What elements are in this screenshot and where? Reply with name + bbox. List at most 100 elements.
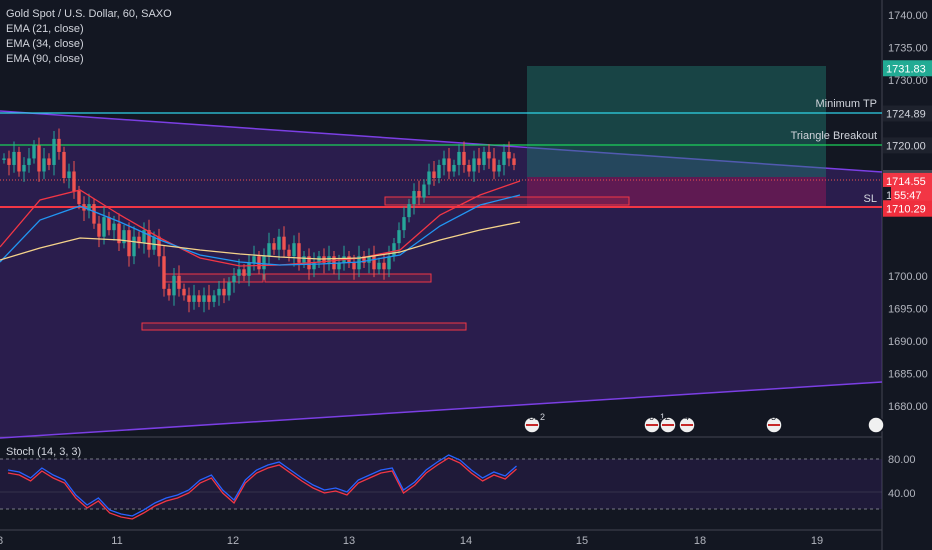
ema34-legend[interactable]: EMA (34, close) (6, 38, 84, 50)
candle-body[interactable] (57, 138, 61, 152)
candle-body[interactable] (232, 275, 236, 283)
candle-body[interactable] (217, 288, 221, 296)
candle-body[interactable] (167, 288, 171, 296)
candle-body[interactable] (102, 217, 106, 237)
candle-body[interactable] (302, 256, 306, 263)
candle-body[interactable] (497, 164, 501, 172)
candle-body[interactable] (352, 262, 356, 270)
ema21-legend[interactable]: EMA (21, close) (6, 23, 84, 35)
candle-body[interactable] (197, 295, 201, 302)
candle-body[interactable] (487, 151, 491, 159)
candle-body[interactable] (47, 158, 51, 165)
candle-body[interactable] (417, 191, 421, 198)
candle-body[interactable] (7, 158, 11, 165)
candle-body[interactable] (397, 230, 401, 244)
candle-body[interactable] (387, 256, 391, 270)
zone-box-3[interactable] (141, 322, 467, 331)
candle-body[interactable] (287, 249, 291, 257)
candle-body[interactable] (117, 223, 121, 244)
candle-body[interactable] (67, 171, 71, 178)
profit-zone[interactable] (527, 66, 826, 177)
candle-body[interactable] (207, 295, 211, 302)
candle-body[interactable] (2, 158, 6, 160)
candle-body[interactable] (422, 184, 426, 198)
zone-box-1[interactable] (264, 273, 432, 283)
candle-body[interactable] (112, 223, 116, 231)
candle-body[interactable] (92, 204, 96, 224)
candle-body[interactable] (17, 151, 21, 172)
ema34-line[interactable] (0, 194, 521, 266)
candle-body[interactable] (482, 151, 486, 165)
stoch-legend[interactable]: Stoch (14, 3, 3) (6, 446, 82, 458)
candle-body[interactable] (242, 269, 246, 276)
symbol-legend[interactable]: Gold Spot / U.S. Dollar, 60, SAXO (6, 8, 172, 20)
ema21-line[interactable] (0, 180, 521, 267)
candle-body[interactable] (357, 256, 361, 270)
triangle-upper-line[interactable] (0, 110, 883, 173)
candle-body[interactable] (367, 256, 371, 263)
candle-body[interactable] (512, 158, 516, 165)
candle-body[interactable] (107, 217, 111, 231)
candle-body[interactable] (477, 158, 481, 165)
candle-body[interactable] (37, 145, 41, 172)
candle-body[interactable] (212, 295, 216, 302)
candle-body[interactable] (222, 288, 226, 296)
candle-body[interactable] (427, 171, 431, 185)
candle-body[interactable] (147, 230, 151, 250)
candle-body[interactable] (337, 262, 341, 270)
candle-body[interactable] (192, 295, 196, 302)
candle-body[interactable] (437, 164, 441, 178)
candle-body[interactable] (362, 256, 366, 263)
candle-body[interactable] (502, 151, 506, 165)
candle-body[interactable] (507, 151, 511, 159)
candle-body[interactable] (132, 236, 136, 257)
triangle-lower-line[interactable] (0, 381, 883, 439)
candle-body[interactable] (237, 269, 241, 276)
candle-body[interactable] (462, 151, 466, 165)
candle-body[interactable] (272, 243, 276, 250)
candle-body[interactable] (187, 295, 191, 302)
candle-body[interactable] (492, 158, 496, 172)
candle-body[interactable] (87, 204, 91, 211)
candle-body[interactable] (372, 256, 376, 270)
candle-body[interactable] (447, 158, 451, 172)
candle-body[interactable] (292, 243, 296, 257)
candle-body[interactable] (377, 262, 381, 270)
candle-body[interactable] (182, 288, 186, 296)
candle-body[interactable] (327, 256, 331, 263)
candle-body[interactable] (392, 243, 396, 257)
ema90-legend[interactable]: EMA (90, close) (6, 53, 84, 65)
candle-body[interactable] (452, 164, 456, 172)
candle-body[interactable] (412, 191, 416, 205)
candle-body[interactable] (262, 256, 266, 270)
candle-body[interactable] (227, 282, 231, 296)
candle-body[interactable] (157, 236, 161, 257)
candle-body[interactable] (62, 151, 66, 178)
candle-body[interactable] (97, 223, 101, 237)
candle-body[interactable] (442, 158, 446, 165)
candle-body[interactable] (127, 230, 131, 257)
candle-body[interactable] (202, 295, 206, 302)
zone-box-0[interactable] (384, 196, 630, 206)
candle-body[interactable] (152, 236, 156, 250)
candle-body[interactable] (247, 262, 251, 276)
ema90-line[interactable] (0, 221, 521, 261)
candle-body[interactable] (467, 164, 471, 172)
candle-body[interactable] (472, 158, 476, 172)
candle-body[interactable] (297, 243, 301, 263)
candle-body[interactable] (267, 243, 271, 257)
candle-body[interactable] (432, 171, 436, 178)
candle-body[interactable] (72, 171, 76, 192)
candle-body[interactable] (32, 145, 36, 159)
candle-body[interactable] (402, 217, 406, 231)
candle-body[interactable] (122, 230, 126, 244)
stoch-k-line[interactable] (7, 454, 517, 517)
candle-body[interactable] (252, 256, 256, 263)
candle-body[interactable] (77, 191, 81, 205)
stoch-d-line[interactable] (7, 457, 517, 520)
candle-body[interactable] (142, 230, 146, 244)
loss-zone[interactable] (527, 177, 826, 208)
candle-body[interactable] (312, 262, 316, 270)
economic-event-flag-icon[interactable] (867, 416, 885, 434)
